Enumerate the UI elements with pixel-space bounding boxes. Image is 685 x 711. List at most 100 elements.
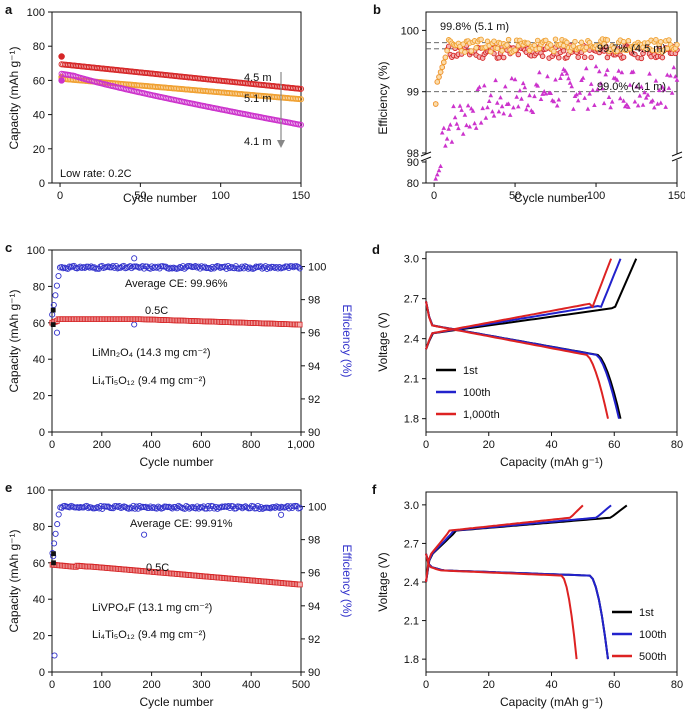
panel-label-e: e [5, 480, 12, 495]
y-tick-label: 90 [407, 157, 419, 169]
data-point-4-1m [439, 130, 445, 135]
discharge-curve-500th [425, 553, 578, 660]
data-point-4-1m [501, 111, 506, 116]
data-point-4-1m [673, 74, 678, 79]
y2-tick-label: 92 [308, 634, 320, 646]
efficiency-point [189, 503, 196, 510]
data-point-4-1m [634, 84, 639, 89]
annotation-4-1m: 4.1 m [244, 136, 272, 148]
data-point-4-1m [493, 77, 498, 83]
x-axis-label: Cycle number [139, 695, 213, 709]
data-point-51m [614, 48, 620, 54]
data-point-4-1m [495, 100, 500, 105]
data-point-4-1m [511, 105, 516, 110]
x-tick-label: 150 [668, 190, 685, 202]
efficiency-point [117, 264, 124, 271]
y-tick-label: 98 [407, 148, 419, 160]
efficiency-point [51, 540, 58, 547]
data-point-4-1m [595, 86, 600, 92]
data-point-4-1m [661, 87, 667, 92]
x-tick-label: 200 [93, 439, 111, 451]
annotation-c-2: LiMn₂O₄ (14.3 mg cm⁻²) [92, 347, 210, 359]
y-tick-label: 2.1 [404, 616, 419, 628]
y-tick-label: 1.8 [404, 414, 419, 426]
data-point-4-1m [584, 65, 589, 71]
efficiency-point [237, 503, 244, 510]
data-point-4-1m [525, 102, 531, 108]
annotation-5-1m: 5.1 m [244, 93, 272, 105]
x-tick-label: 100 [93, 679, 111, 691]
data-point-4-1m [517, 88, 523, 93]
y2-tick-label: 100 [308, 502, 326, 514]
efficiency-point [52, 292, 59, 299]
data-point-51m [434, 79, 441, 85]
y-tick-label: 80 [33, 521, 45, 533]
data-point-4-1m [537, 69, 542, 75]
efficiency-point [267, 265, 274, 272]
data-point-4-1m [580, 75, 586, 80]
data-point-4-1m [647, 71, 652, 76]
data-point-4-1m [554, 103, 560, 108]
data-point-51m [560, 42, 567, 49]
data-point-4-1m [443, 143, 448, 148]
data-point-4-1m [467, 124, 472, 129]
data-point-51m [658, 39, 664, 45]
y-tick-label: 2.7 [404, 294, 419, 306]
data-point-4-1m [569, 84, 574, 89]
data-point-51m [525, 40, 531, 46]
data-point-4-1m [593, 64, 599, 69]
data-point-45m [515, 51, 522, 58]
efficiency-outlier [141, 531, 148, 538]
data-point-51m [583, 44, 590, 51]
charge-curve-100th [425, 258, 622, 350]
x-tick-label: 0 [423, 439, 429, 451]
efficiency-point [55, 511, 62, 518]
data-point-51m [604, 37, 611, 43]
efficiency-point [172, 504, 179, 511]
efficiency-point [246, 264, 253, 271]
data-point-first-cycle [58, 77, 65, 84]
data-point-4-1m [642, 90, 647, 95]
data-point-4-1m [653, 78, 659, 83]
data-point-51m [432, 101, 439, 107]
efficiency-point [184, 504, 191, 511]
data-point-4-1m [478, 120, 484, 125]
data-point-45m [638, 55, 645, 62]
capacity-point [296, 321, 303, 328]
data-point-4-1m [652, 105, 657, 110]
discharge-curve-1000th [425, 301, 609, 419]
data-point-45m [620, 54, 627, 60]
data-point-4-1m [488, 92, 494, 98]
efficiency-point [276, 504, 283, 512]
efficiency-point [55, 272, 62, 280]
annotation-e-3: Li₄Ti₅O₁₂ (9.4 mg cm⁻²) [92, 629, 206, 641]
y2-tick-label: 96 [308, 328, 320, 340]
efficiency-point [254, 502, 261, 510]
y-tick-label: 3.0 [404, 500, 419, 512]
data-point-4-1m [509, 75, 515, 81]
legend-label: 100th [463, 387, 491, 399]
data-point-51m [439, 64, 445, 70]
y2-tick-label: 94 [308, 361, 320, 373]
data-point-4-1m [473, 125, 479, 130]
efficiency-point [256, 505, 263, 512]
y-tick-label: 100 [27, 7, 45, 19]
efficiency-point [212, 503, 219, 510]
data-point-51m [505, 36, 512, 43]
data-point-41m [297, 121, 305, 128]
axis-break-gap [671, 154, 683, 160]
x-tick-label: 50 [134, 190, 146, 202]
x-tick-label: 100 [211, 190, 229, 202]
efficiency-point [296, 504, 303, 511]
data-point-4-1m [556, 97, 562, 102]
data-point-4-1m [545, 73, 550, 79]
data-point-4-1m [538, 96, 544, 101]
y-tick-label: 20 [33, 631, 45, 643]
data-point-4-1m [449, 139, 455, 144]
y-axis-label: Efficiency (%) [376, 61, 390, 134]
y2-tick-label: 98 [308, 295, 320, 307]
data-point-4-1m [660, 84, 665, 89]
efficiency-point [239, 263, 246, 270]
data-point-4-1m [618, 95, 623, 101]
